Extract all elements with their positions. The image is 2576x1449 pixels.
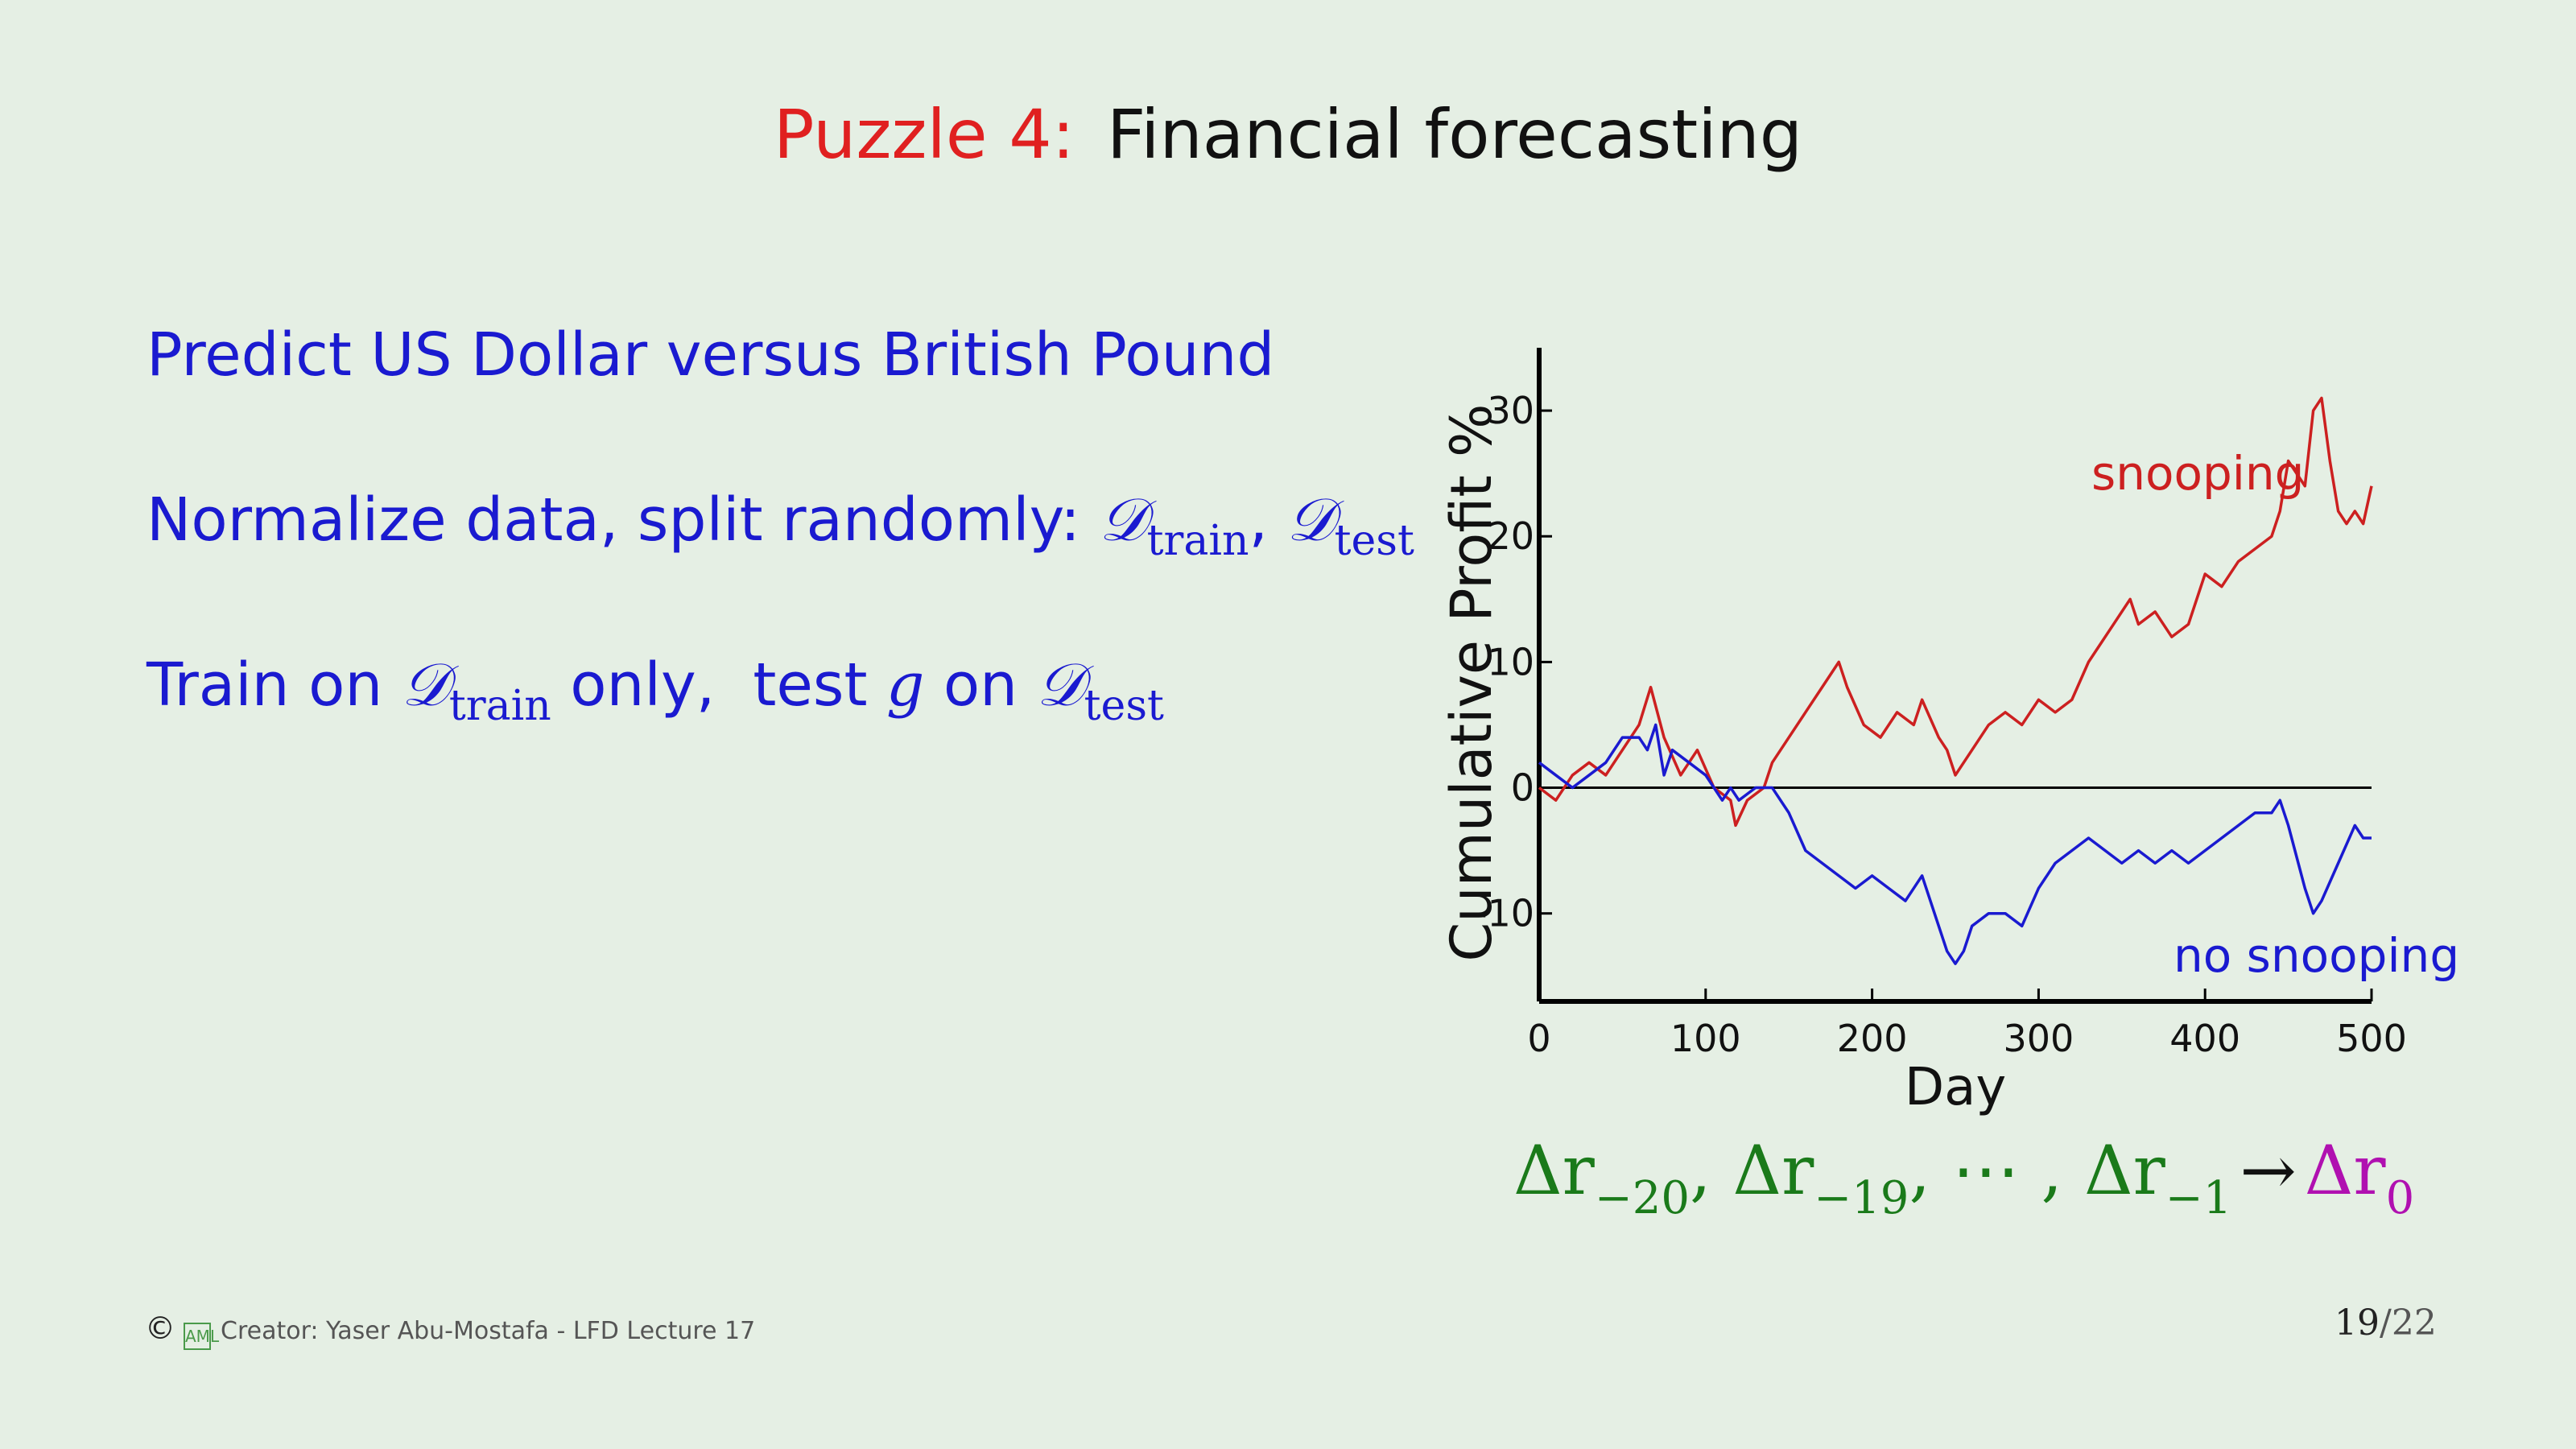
subscript-train: train [448, 682, 551, 730]
bullet-2: Normalize data, split randomly: 𝒟train, … [147, 485, 1414, 565]
subscript-test: test [1334, 517, 1414, 565]
g-symbol: g [886, 650, 925, 720]
x-tick-label: 100 [1670, 1017, 1741, 1060]
delta-r: Δr [2304, 1131, 2386, 1210]
d-symbol: 𝒟 [1036, 650, 1084, 720]
annotation-no-snooping: no snooping [2174, 928, 2459, 983]
x-tick-label: 400 [2169, 1017, 2240, 1060]
y-axis-label: Cumulative Profit % [1439, 403, 1505, 961]
d-symbol: 𝒟 [1099, 485, 1147, 555]
y-tick-label: 20 [1487, 514, 1534, 558]
bullet-3-text-2: only, test [551, 650, 886, 720]
subscript: −1 [2165, 1172, 2232, 1224]
subscript: 0 [2385, 1172, 2415, 1224]
arrow: → [2240, 1131, 2297, 1210]
bullet-3: Train on 𝒟train only, test g on 𝒟test [147, 650, 1164, 730]
subscript-train: train [1146, 517, 1249, 565]
target-delta-r: Δr0 [2304, 1131, 2414, 1224]
delta-r: Δr [2083, 1131, 2165, 1210]
x-axis-label: Day [1905, 1058, 2006, 1117]
x-tick-label: 500 [2336, 1017, 2407, 1060]
x-tick-label: 300 [2003, 1017, 2074, 1060]
y-tick-label: 0 [1511, 766, 1534, 810]
slide-title: Puzzle 4: Financial forecasting [0, 95, 2576, 174]
subscript: −20 [1594, 1172, 1690, 1224]
comma: , [1249, 485, 1287, 555]
bullet-3-text-1: Train on [147, 650, 402, 720]
delta-r: Δr [1732, 1131, 1814, 1210]
series-line-snooping [1538, 396, 2373, 828]
subscript: −19 [1814, 1172, 1909, 1224]
y-tick-label: 10 [1487, 640, 1534, 683]
page-total: /22 [2380, 1302, 2437, 1344]
footer: © AMLCreator: Yaser Abu-Mostafa - LFD Lec… [145, 1311, 755, 1350]
bullet-2-text: Normalize data, split randomly: [147, 485, 1100, 555]
ellipsis: , ⋯ , [1909, 1131, 2084, 1210]
y-tick-label: -10 [1474, 892, 1534, 935]
page-number: 19/22 [2334, 1302, 2437, 1344]
bullet-1: Predict US Dollar versus British Pound [147, 320, 1275, 390]
series-line-no-snooping [1538, 723, 2372, 965]
copyright-icon: © [145, 1311, 175, 1346]
delta-r: Δr [1513, 1131, 1595, 1210]
d-symbol: 𝒟 [1286, 485, 1335, 555]
page-current: 19 [2334, 1302, 2380, 1344]
input-output-formula: Δr−20, Δr−19, ⋯ , Δr−1 → Δr0 [1513, 1131, 2414, 1224]
d-symbol: 𝒟 [401, 650, 449, 720]
title-text: Financial forecasting [1106, 95, 1803, 174]
x-tick-label: 200 [1837, 1017, 1908, 1060]
subscript-test: test [1084, 682, 1164, 730]
separator: , [1690, 1131, 1733, 1210]
x-tick-label: 0 [1527, 1017, 1550, 1060]
title-highlight: Puzzle 4: [773, 95, 1075, 174]
bullet-3-text-3: on [924, 650, 1037, 720]
aml-logo: AML [184, 1323, 219, 1350]
annotation-snooping: snooping [2091, 446, 2304, 501]
y-tick-label: 30 [1487, 389, 1534, 432]
creator-text: Creator: Yaser Abu-Mostafa - LFD Lecture… [221, 1317, 756, 1345]
